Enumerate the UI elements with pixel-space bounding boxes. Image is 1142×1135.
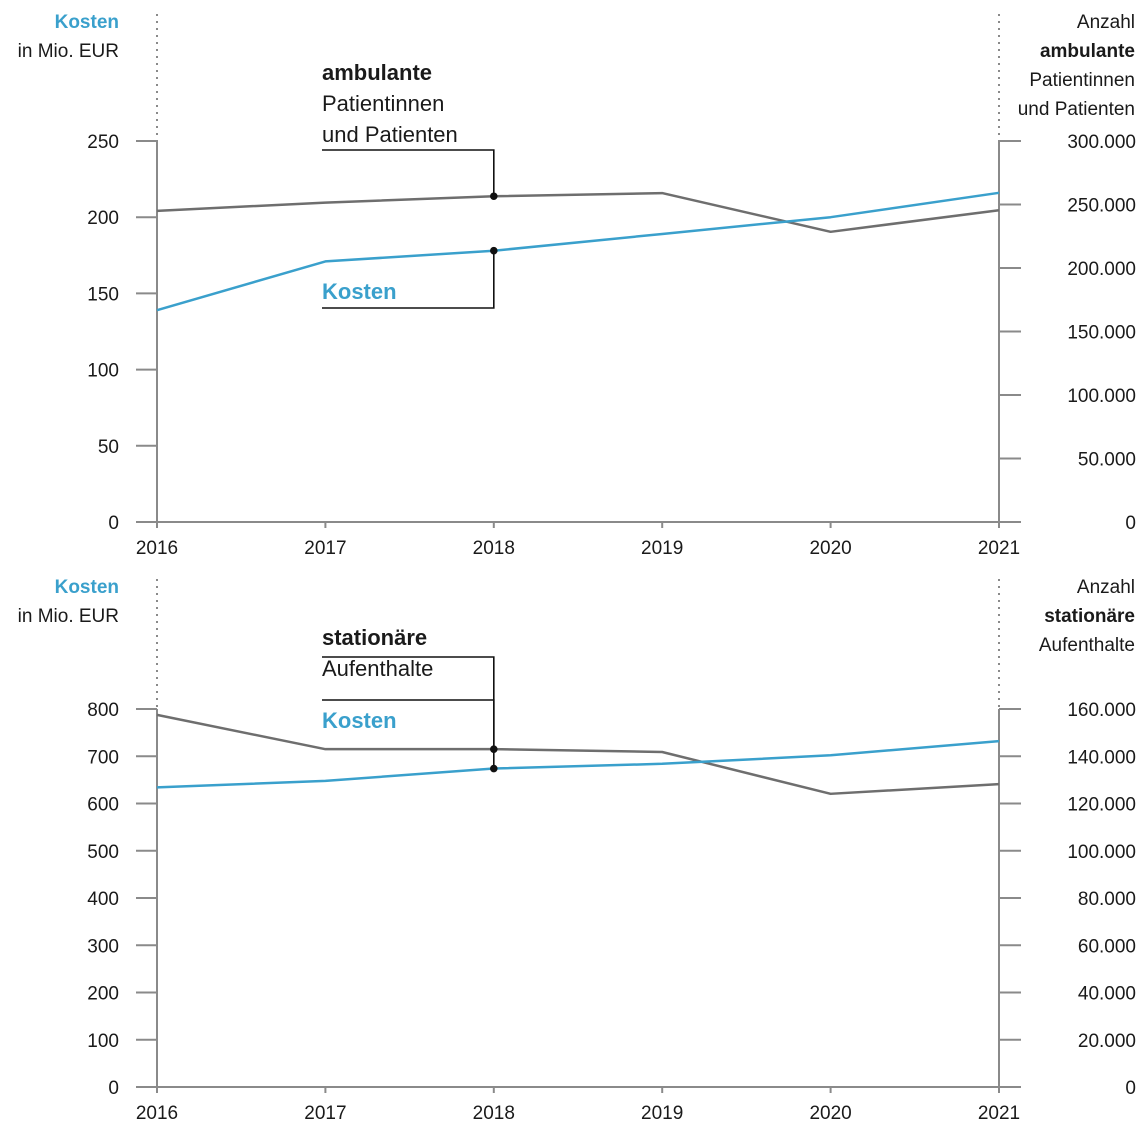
anzahl-pointer-line (322, 149, 495, 197)
series-annotation: ambulante Patientinnen und Patienten (322, 57, 458, 150)
kosten-annotation: Kosten (322, 279, 397, 304)
kosten-annotation: Kosten (322, 708, 397, 733)
right-tick-label: 50.000 (1078, 450, 1136, 471)
left-axis-title: Kosten in Mio. EUR (0, 8, 119, 66)
left-tick-label: 100 (87, 1031, 119, 1052)
left-tick-label: 200 (87, 984, 119, 1005)
x-tick-label: 2021 (978, 1103, 1020, 1124)
x-tick-label: 2019 (641, 1103, 683, 1124)
right-tick-label: 80.000 (1078, 889, 1136, 910)
left-axis-title-unit: in Mio. EUR (17, 606, 119, 627)
x-tick-label: 2021 (978, 538, 1020, 559)
kosten-series-line (156, 191, 1000, 312)
left-axis-title-unit: in Mio. EUR (17, 41, 119, 62)
kosten-series-line (156, 739, 1000, 789)
left-tick-label: 600 (87, 795, 119, 816)
left-tick-label: 700 (87, 747, 119, 768)
left-tick-label: 50 (98, 437, 119, 458)
right-axis-title-line: Anzahl (1076, 12, 1135, 33)
anzahl-highlight-point (490, 192, 498, 201)
series-annotation-bold: ambulante (322, 60, 433, 85)
left-tick-label: 200 (87, 208, 119, 229)
right-axis-title: Anzahl stationäre Aufenthalte (935, 573, 1135, 660)
right-axis-title-line: Aufenthalte (1038, 635, 1135, 656)
series-annotation: stationäre Aufenthalte (322, 622, 433, 684)
right-tick-label: 20.000 (1078, 1031, 1136, 1052)
left-tick-label: 500 (87, 842, 119, 863)
chart-ambulant: 0 50 100 150 200 250 0 50.000 100.000 150.000 200.… (0, 0, 1142, 560)
x-tick-label: 2020 (809, 538, 851, 559)
right-axis-title: Anzahl ambulante Patientinnen und Patien… (935, 8, 1135, 124)
kosten-highlight-point (490, 246, 498, 255)
x-tick-label: 2016 (136, 538, 178, 559)
chart-plot: 0 100 200 300 400 500 600 700 800 0 20.000 40.000 60… (87, 579, 1136, 1124)
right-axis-title-line: und Patienten (1017, 99, 1135, 120)
left-tick-label: 100 (87, 361, 119, 382)
chart-stationaer: 0 100 200 300 400 500 600 700 800 0 20.000 40.000 60… (0, 565, 1142, 1125)
right-tick-label: 250.000 (1067, 196, 1136, 217)
left-axis-title-main: Kosten (54, 12, 119, 33)
series-annotation-line: und Patienten (322, 122, 458, 147)
right-tick-label: 150.000 (1067, 323, 1136, 344)
left-tick-label: 300 (87, 936, 119, 957)
left-tick-label: 250 (87, 132, 119, 153)
anzahl-series-line (156, 191, 1000, 234)
left-axis-title: Kosten in Mio. EUR (0, 573, 119, 631)
series-annotation-line: Aufenthalte (322, 656, 434, 681)
series-annotation-line: Patientinnen (322, 91, 445, 116)
right-tick-label: 100.000 (1067, 386, 1136, 407)
right-tick-label: 40.000 (1078, 984, 1136, 1005)
right-axis-title-line: ambulante (1039, 41, 1135, 62)
right-tick-label: 200.000 (1067, 259, 1136, 280)
series-annotation-bold: stationäre (322, 625, 428, 650)
right-tick-label: 120.000 (1067, 795, 1136, 816)
left-tick-label: 0 (108, 1078, 119, 1099)
left-tick-label: 400 (87, 889, 119, 910)
x-tick-label: 2018 (473, 538, 515, 559)
right-tick-label: 100.000 (1067, 842, 1136, 863)
right-tick-label: 0 (1125, 1078, 1136, 1099)
x-tick-label: 2017 (304, 538, 346, 559)
right-tick-label: 160.000 (1067, 700, 1136, 721)
x-tick-label: 2019 (641, 538, 683, 559)
left-tick-label: 0 (108, 513, 119, 534)
kosten-highlight-point (490, 764, 498, 773)
chart-plot: 0 50 100 150 200 250 0 50.000 100.000 150.000 200.… (87, 14, 1136, 559)
right-tick-label: 300.000 (1067, 132, 1136, 153)
x-tick-label: 2020 (809, 1103, 851, 1124)
right-axis-title-line: stationäre (1044, 606, 1135, 627)
anzahl-series-line (156, 713, 1000, 796)
right-tick-label: 140.000 (1067, 747, 1136, 768)
x-tick-label: 2017 (304, 1103, 346, 1124)
left-tick-label: 150 (87, 284, 119, 305)
kosten-pointer-line (322, 656, 495, 769)
right-axis-title-line: Patientinnen (1029, 70, 1135, 91)
right-axis-title-line: Anzahl (1076, 577, 1135, 598)
left-axis-title-main: Kosten (54, 577, 119, 598)
right-tick-label: 60.000 (1078, 936, 1136, 957)
left-tick-label: 800 (87, 700, 119, 721)
anzahl-highlight-point (490, 745, 498, 753)
right-tick-label: 0 (1125, 513, 1136, 534)
x-tick-label: 2016 (136, 1103, 178, 1124)
kosten-pointer-line (322, 250, 495, 309)
x-tick-label: 2018 (473, 1103, 515, 1124)
